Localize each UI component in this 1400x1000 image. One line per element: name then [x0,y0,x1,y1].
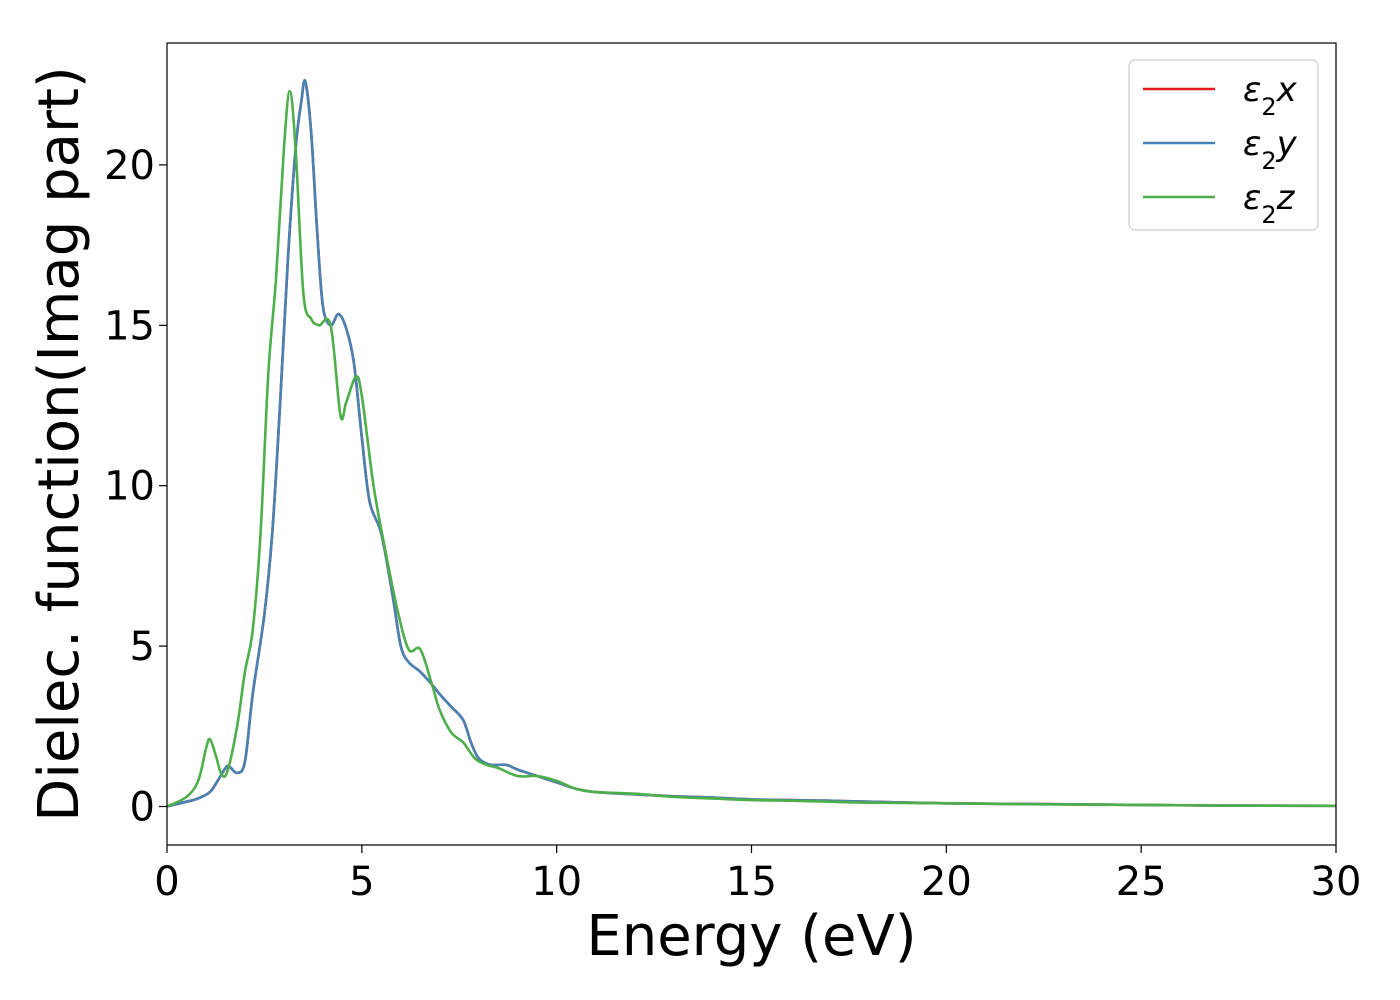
series-layer [166,79,1337,808]
x-tick-label: 15 [726,859,777,905]
x-tick-label: 30 [1311,859,1362,905]
y-tick-label: 15 [104,303,155,349]
x-tick-label: 5 [349,859,374,905]
legend-label-y: ε2y [1243,124,1298,175]
y-axis-label: Dielec. function(Imag part) [27,66,92,822]
legend-label-x: ε2x [1243,70,1298,121]
x-axis: 0 5 10 15 20 25 30 [154,845,1361,905]
y-tick-label: 20 [104,143,155,189]
x-tick-label: 20 [921,859,972,905]
y-tick-label: 5 [130,624,155,670]
series-line-z [166,89,1337,808]
legend-label-z: ε2z [1243,178,1296,229]
x-tick-label: 25 [1116,859,1167,905]
y-tick-label: 10 [104,464,155,510]
y-axis: 0 5 10 15 20 [104,143,167,831]
x-tick-label: 0 [154,859,179,905]
legend-box [1128,59,1319,231]
x-axis-label: Energy (eV) [586,904,916,969]
x-tick-label: 10 [531,859,582,905]
y-tick-label: 0 [130,785,155,831]
